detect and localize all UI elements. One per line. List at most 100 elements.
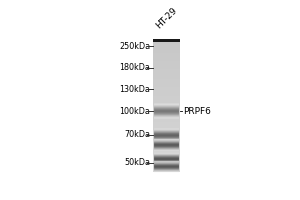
FancyBboxPatch shape xyxy=(154,161,179,162)
Bar xyxy=(153,135,180,137)
FancyBboxPatch shape xyxy=(154,163,179,164)
Bar xyxy=(153,149,180,150)
Text: 70kDa: 70kDa xyxy=(124,130,150,139)
FancyBboxPatch shape xyxy=(154,162,179,164)
Bar xyxy=(153,48,180,49)
FancyBboxPatch shape xyxy=(154,136,179,137)
FancyBboxPatch shape xyxy=(154,128,179,130)
Text: 50kDa: 50kDa xyxy=(124,158,150,167)
FancyBboxPatch shape xyxy=(154,156,179,157)
FancyBboxPatch shape xyxy=(154,132,179,133)
Bar xyxy=(153,129,180,130)
FancyBboxPatch shape xyxy=(154,148,179,149)
FancyBboxPatch shape xyxy=(154,160,179,161)
FancyBboxPatch shape xyxy=(154,105,179,106)
FancyBboxPatch shape xyxy=(154,135,179,136)
Bar xyxy=(153,39,180,41)
Bar xyxy=(153,144,180,145)
Bar xyxy=(153,142,180,144)
Bar xyxy=(153,59,180,61)
Bar xyxy=(153,162,180,164)
FancyBboxPatch shape xyxy=(154,147,179,149)
FancyBboxPatch shape xyxy=(154,156,179,157)
FancyBboxPatch shape xyxy=(154,106,179,108)
Text: 180kDa: 180kDa xyxy=(119,63,150,72)
Bar xyxy=(153,167,180,169)
FancyBboxPatch shape xyxy=(154,162,179,163)
FancyBboxPatch shape xyxy=(154,168,179,169)
FancyBboxPatch shape xyxy=(154,117,179,118)
FancyBboxPatch shape xyxy=(154,158,179,159)
Bar xyxy=(153,114,180,116)
Bar xyxy=(153,94,180,96)
FancyBboxPatch shape xyxy=(154,110,179,111)
FancyBboxPatch shape xyxy=(154,117,179,119)
FancyBboxPatch shape xyxy=(154,164,179,165)
Bar xyxy=(153,77,180,79)
Bar xyxy=(153,152,180,154)
Bar xyxy=(153,53,180,54)
Bar xyxy=(153,106,180,107)
Bar xyxy=(153,46,180,48)
FancyBboxPatch shape xyxy=(154,166,179,167)
Bar xyxy=(153,63,180,64)
Bar xyxy=(153,157,180,159)
FancyBboxPatch shape xyxy=(154,114,179,116)
Bar xyxy=(153,74,180,76)
FancyBboxPatch shape xyxy=(154,129,179,130)
FancyBboxPatch shape xyxy=(154,163,179,164)
Text: 130kDa: 130kDa xyxy=(119,85,150,94)
Bar xyxy=(153,104,180,106)
FancyBboxPatch shape xyxy=(154,133,179,134)
Bar xyxy=(153,160,180,162)
FancyBboxPatch shape xyxy=(154,109,179,110)
FancyBboxPatch shape xyxy=(154,141,179,142)
FancyBboxPatch shape xyxy=(154,139,179,140)
Bar xyxy=(153,91,180,92)
FancyBboxPatch shape xyxy=(154,161,179,163)
Bar xyxy=(153,111,180,112)
Bar xyxy=(153,71,180,73)
FancyBboxPatch shape xyxy=(154,145,179,146)
Text: 100kDa: 100kDa xyxy=(119,107,150,116)
Bar xyxy=(153,117,180,119)
FancyBboxPatch shape xyxy=(154,163,179,165)
Bar xyxy=(153,109,180,111)
FancyBboxPatch shape xyxy=(154,130,179,132)
Bar xyxy=(153,155,180,157)
Bar xyxy=(153,89,180,91)
FancyBboxPatch shape xyxy=(154,164,179,165)
Bar xyxy=(153,170,180,172)
Bar xyxy=(153,56,180,58)
FancyBboxPatch shape xyxy=(154,112,179,114)
Bar xyxy=(153,99,180,101)
Bar xyxy=(153,159,180,160)
FancyBboxPatch shape xyxy=(154,145,179,146)
FancyBboxPatch shape xyxy=(154,106,179,107)
FancyBboxPatch shape xyxy=(154,162,179,163)
FancyBboxPatch shape xyxy=(154,157,179,158)
Bar xyxy=(153,61,180,63)
FancyBboxPatch shape xyxy=(154,136,179,137)
Bar xyxy=(153,84,180,86)
Bar xyxy=(153,121,180,122)
FancyBboxPatch shape xyxy=(154,134,179,135)
Bar xyxy=(153,164,180,165)
FancyBboxPatch shape xyxy=(154,153,179,154)
FancyBboxPatch shape xyxy=(154,139,179,141)
Bar xyxy=(153,139,180,140)
Bar xyxy=(153,140,180,142)
Bar xyxy=(153,101,180,102)
Bar xyxy=(153,68,180,69)
Bar xyxy=(153,44,180,46)
Bar xyxy=(153,66,180,68)
FancyBboxPatch shape xyxy=(154,108,179,109)
FancyBboxPatch shape xyxy=(154,140,179,141)
FancyBboxPatch shape xyxy=(154,160,179,161)
Text: 250kDa: 250kDa xyxy=(119,42,150,51)
FancyBboxPatch shape xyxy=(154,141,179,142)
FancyBboxPatch shape xyxy=(154,109,179,111)
FancyBboxPatch shape xyxy=(154,116,179,117)
Bar xyxy=(153,92,180,94)
Bar xyxy=(153,165,180,167)
